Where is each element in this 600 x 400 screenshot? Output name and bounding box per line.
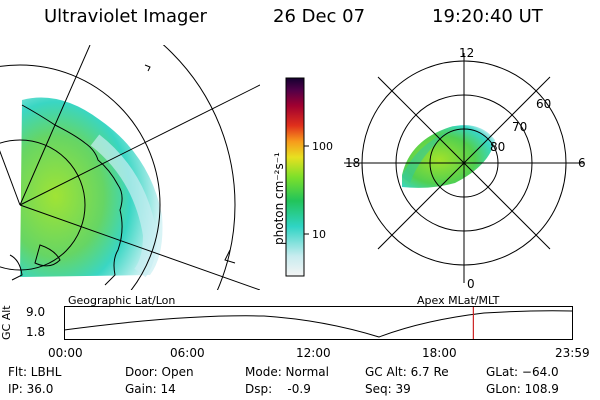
aurora-region — [20, 97, 163, 277]
colorbar-tick-100: 100 — [312, 140, 333, 153]
ip-info: IP: 36.0 — [8, 382, 54, 396]
mlt-label-6: 6 — [578, 156, 586, 170]
geo-latitude-info: GLat: −64.0 — [486, 365, 559, 379]
lat-label-80: 80 — [490, 140, 506, 154]
polar-aurora-region — [402, 125, 495, 188]
orbit-xtick-2359: 23:59 — [555, 346, 590, 360]
mlt-label-18: 18 — [345, 156, 361, 170]
geographic-map — [0, 45, 260, 290]
gc-altitude-info: GC Alt: 6.7 Re — [365, 365, 449, 379]
left-projection-label: Geographic Lat/Lon — [68, 294, 176, 307]
gain-info: Gain: 14 — [125, 382, 176, 396]
mlt-label-12: 12 — [459, 46, 475, 60]
orbit-ytick-max: 9.0 — [26, 305, 46, 319]
right-projection-label: Apex MLat/MLT — [417, 294, 500, 307]
dsp-info: Dsp: -0.9 — [245, 382, 311, 396]
lat-label-70: 70 — [512, 120, 528, 134]
lat-label-60: 60 — [536, 97, 552, 111]
polar-mlt-plot — [344, 53, 584, 283]
colorbar-label: photon cm⁻²s⁻¹ — [272, 152, 286, 245]
colorbar-tick-10: 10 — [312, 228, 326, 241]
geo-longitude-info: GLon: 108.9 — [486, 382, 559, 396]
orbit-xtick-1200: 12:00 — [296, 346, 331, 360]
time-label: 19:20:40 UT — [432, 6, 543, 27]
orbit-xtick-0600: 06:00 — [170, 346, 205, 360]
orbit-ylabel: GC Alt — [0, 305, 13, 340]
door-info: Door: Open — [125, 365, 194, 379]
orbit-altitude-plot — [64, 306, 573, 340]
sequence-info: Seq: 39 — [365, 382, 411, 396]
orbit-ytick-min: 1.8 — [26, 325, 46, 339]
mlt-label-0: 0 — [467, 277, 475, 291]
orbit-altitude-curve — [64, 310, 573, 338]
color-scale-bar — [285, 77, 309, 277]
orbit-xtick-0000: 00:00 — [48, 346, 83, 360]
date-label: 26 Dec 07 — [273, 6, 366, 27]
instrument-title: Ultraviolet Imager — [44, 6, 207, 27]
filter-info: Flt: LBHL — [8, 365, 62, 379]
orbit-xtick-1800: 18:00 — [422, 346, 457, 360]
mode-info: Mode: Normal — [245, 365, 329, 379]
